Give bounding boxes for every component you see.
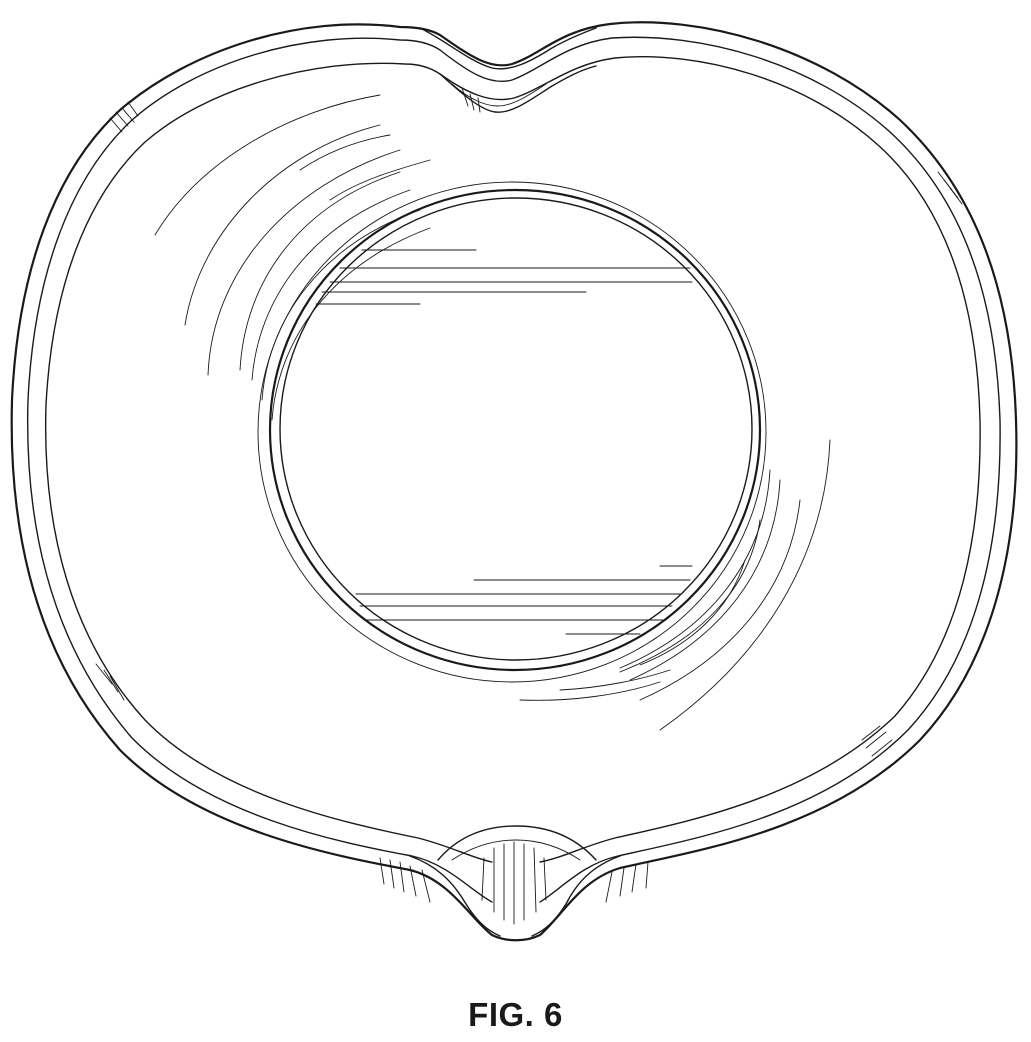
- center-hole-outer: [270, 190, 760, 670]
- hole-hatch-top: [316, 250, 692, 304]
- figure-label: FIG. 6: [0, 996, 1031, 1034]
- inner-rim-contour: [46, 57, 980, 862]
- shading-arcs-lower-right: [520, 440, 830, 730]
- center-hole-inner: [280, 198, 752, 660]
- bottom-notch-inner: [452, 840, 580, 860]
- hole-hatch-bottom: [356, 566, 692, 634]
- notch-ticks-bottom: [482, 842, 546, 924]
- outer-rim-contour: [28, 37, 1000, 902]
- center-hole-lip: [258, 182, 766, 682]
- rim-ticks-right-top: [938, 172, 962, 204]
- top-notch-inner: [452, 84, 546, 106]
- shading-arcs-upper-left: [155, 95, 430, 420]
- rim-ticks-bottom-right: [606, 862, 648, 902]
- outer-outline: [12, 22, 1017, 940]
